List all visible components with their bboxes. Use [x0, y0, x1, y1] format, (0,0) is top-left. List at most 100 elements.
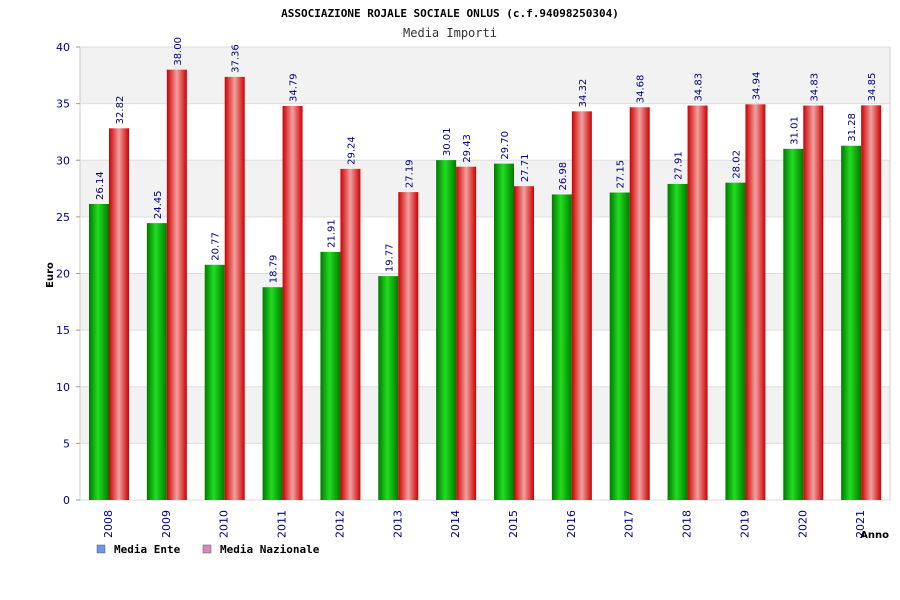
bar-media-ente [378, 276, 399, 500]
data-label: 34.83 [809, 73, 820, 102]
legend-entry: Media Ente [114, 543, 181, 556]
data-label: 21.91 [326, 219, 337, 248]
bar-media-ente [320, 251, 341, 500]
x-tick-label: 2010 [218, 510, 231, 538]
bar-media-nazionale [514, 186, 534, 500]
y-tick-label: 25 [56, 211, 70, 224]
plot-band [80, 330, 890, 387]
y-tick-label: 35 [56, 98, 70, 111]
bar-media-nazionale [224, 76, 245, 500]
data-label: 27.15 [616, 160, 627, 189]
plot-band [80, 216, 890, 274]
plot-band [80, 47, 890, 104]
data-label: 29.24 [346, 136, 357, 165]
x-tick-label: 2012 [333, 510, 346, 538]
bar-media-nazionale [745, 104, 766, 500]
legend-entry: Media Nazionale [220, 543, 320, 556]
bars [89, 69, 882, 501]
x-axis-ticks: 2008 2009 2010 2011 2012 2013 2014 2015 2016 2017… [102, 510, 867, 538]
bar-media-ente [783, 148, 804, 500]
bar-media-ente [609, 192, 630, 500]
y-axis-label: Euro [45, 262, 56, 288]
x-tick-label: 2019 [738, 510, 751, 538]
data-label: 27.19 [404, 159, 415, 188]
y-tick-label: 40 [56, 41, 70, 54]
bar-media-ente [667, 183, 688, 500]
data-label: 34.94 [751, 72, 762, 101]
bar-media-ente [841, 145, 862, 500]
data-label: 31.28 [847, 113, 858, 142]
data-label: 34.68 [636, 75, 647, 104]
plot-band [80, 273, 890, 331]
bar-media-ente [89, 203, 109, 501]
data-label: 26.98 [558, 162, 569, 191]
data-label: 29.70 [500, 131, 511, 160]
data-label: 29.43 [462, 134, 473, 163]
plot-band [80, 443, 890, 500]
data-label: 34.85 [867, 73, 878, 102]
data-labels: 26.14 32.82 24.45 38.00 20.77 37.36 18.79 34.79… [95, 37, 878, 283]
data-label: 27.91 [674, 151, 685, 180]
bar-media-ente [494, 163, 514, 500]
x-tick-label: 2015 [507, 510, 520, 538]
x-tick-label: 2008 [102, 510, 115, 538]
data-label: 37.36 [231, 44, 242, 73]
data-label: 18.79 [269, 255, 280, 284]
y-tick-label: 30 [56, 154, 70, 167]
data-label: 19.77 [384, 243, 395, 272]
x-tick-label: 2016 [565, 510, 578, 538]
y-tick-label: 5 [63, 437, 70, 450]
x-tick-label: 2018 [681, 510, 694, 538]
legend-swatch [202, 544, 212, 554]
legend: Media Ente Media Nazionale [96, 543, 320, 556]
data-label: 38.00 [173, 37, 184, 66]
x-tick-label: 2021 [854, 510, 867, 538]
y-tick-label: 15 [56, 324, 70, 337]
bar-media-nazionale [456, 166, 477, 500]
bar-media-nazionale [571, 111, 592, 501]
bar-media-ente [436, 160, 457, 500]
data-label: 34.83 [694, 73, 705, 102]
data-label: 34.79 [289, 73, 300, 102]
x-axis-label: Anno [860, 530, 889, 541]
bar-media-nazionale [282, 106, 303, 501]
chart-subtitle: Media Importi [403, 26, 497, 40]
bar-media-nazionale [166, 69, 187, 501]
bar-media-nazionale [109, 128, 129, 500]
data-label: 31.01 [789, 116, 800, 145]
x-tick-label: 2014 [449, 510, 462, 538]
bar-media-nazionale [398, 192, 419, 501]
legend-swatch [96, 544, 106, 554]
data-label: 34.32 [578, 79, 589, 108]
data-label: 26.14 [95, 171, 106, 200]
data-label: 27.71 [520, 154, 531, 183]
data-label: 20.77 [211, 232, 222, 261]
y-axis-ticks: 0 5 10 15 20 25 30 35 40 [56, 41, 80, 507]
bar-media-nazionale [803, 105, 824, 501]
x-tick-label: 2013 [391, 510, 404, 538]
data-label: 32.82 [115, 96, 126, 125]
bar-media-ente [146, 223, 167, 500]
x-tick-label: 2009 [160, 510, 173, 538]
x-tick-label: 2017 [623, 510, 636, 538]
bar-media-nazionale [861, 105, 882, 500]
x-tick-label: 2020 [796, 510, 809, 538]
data-label: 24.45 [153, 190, 164, 219]
bar-media-ente [204, 264, 225, 500]
bar-media-nazionale [629, 107, 650, 501]
y-tick-label: 20 [56, 268, 70, 281]
data-label: 30.01 [442, 127, 453, 156]
y-tick-label: 0 [63, 494, 70, 507]
bar-media-ente [725, 182, 746, 500]
plot-band [80, 386, 890, 444]
plot-band [80, 160, 890, 217]
y-tick-label: 10 [56, 381, 70, 394]
chart-title: ASSOCIAZIONE ROJALE SOCIALE ONLUS (c.f.9… [281, 7, 619, 20]
plot-band [80, 103, 890, 161]
x-tick-label: 2011 [276, 510, 289, 538]
bar-media-nazionale [687, 105, 708, 501]
data-label: 28.02 [731, 150, 742, 179]
bar-media-ente [262, 287, 283, 500]
bar-media-ente [551, 194, 572, 500]
